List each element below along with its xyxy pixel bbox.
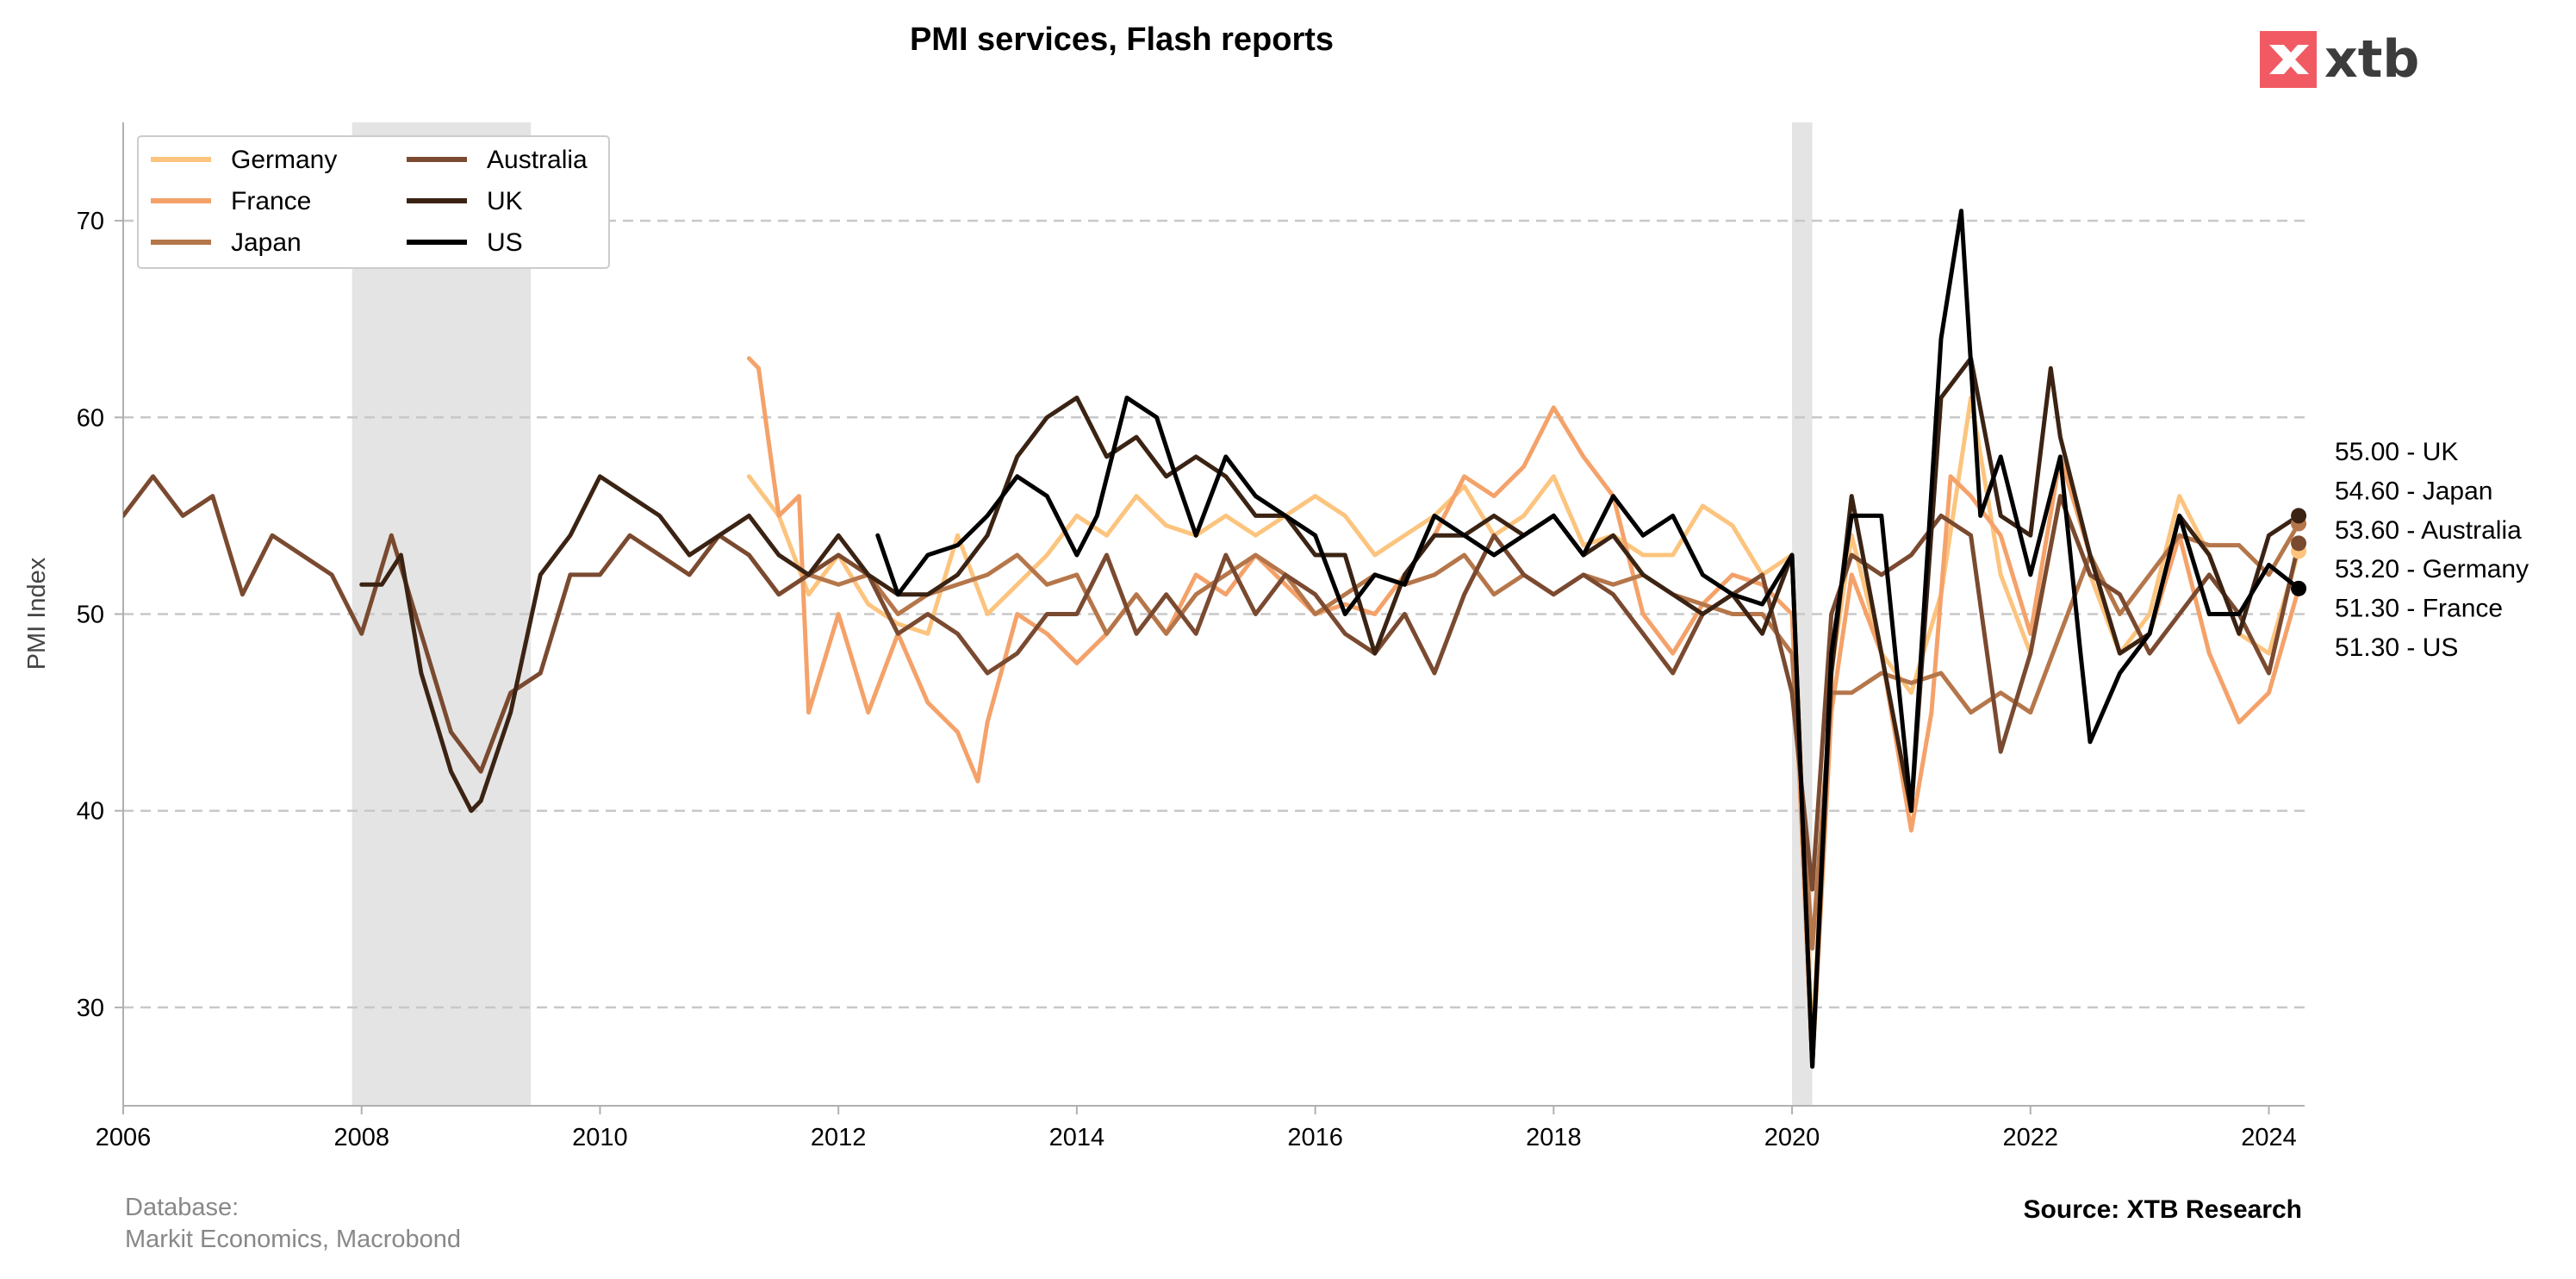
database-label: Database: [125, 1194, 239, 1221]
legend-label-france: France [231, 187, 311, 215]
end-label-3: 53.20 - Germany [2335, 555, 2529, 583]
y-tick-label-70: 70 [77, 208, 104, 235]
end-label-1: 54.60 - Japan [2335, 477, 2492, 505]
y-axis-ticks: 30 40 50 60 70 [77, 208, 123, 1022]
legend-label-germany: Germany [231, 146, 337, 174]
y-tick-label-60: 60 [77, 404, 104, 432]
xtb-logo-glyph [2269, 45, 2309, 74]
series-lines [123, 209, 2301, 1069]
x-tick-label-2024: 2024 [2241, 1124, 2297, 1151]
y-tick-label-30: 30 [77, 995, 104, 1022]
legend-label-australia: Australia [487, 146, 588, 174]
xtb-logo: xtb [2260, 29, 2419, 90]
series-line-france [746, 356, 2301, 1069]
x-tick-label-2012: 2012 [811, 1124, 867, 1151]
end-label-2: 53.60 - Australia [2335, 516, 2522, 545]
x-tick-label-2022: 2022 [2003, 1124, 2059, 1151]
series-end-dot-uk [2291, 508, 2307, 524]
legend-box [137, 135, 610, 269]
end-labels: 55.00 - UK 54.60 - Japan 53.60 - Australia… [2335, 438, 2529, 662]
end-label-4: 51.30 - France [2335, 595, 2503, 623]
y-tick-label-50: 50 [77, 602, 104, 629]
series-line-us [875, 209, 2301, 1069]
end-label-5: 51.30 - US [2335, 633, 2458, 662]
x-tick-label-2018: 2018 [1526, 1124, 1582, 1151]
xtb-logo-text: xtb [2324, 29, 2419, 90]
x-tick-label-2006: 2006 [96, 1124, 152, 1151]
end-label-0: 55.00 - UK [2335, 438, 2458, 466]
x-tick-label-2008: 2008 [333, 1124, 389, 1151]
x-tick-label-2014: 2014 [1049, 1124, 1105, 1151]
series-line-japan [746, 521, 2301, 951]
series-end-dot-us [2291, 580, 2307, 596]
legend-label-japan: Japan [231, 228, 302, 257]
x-tick-label-2016: 2016 [1287, 1124, 1343, 1151]
legend: Germany France Japan Australia UK US [137, 135, 610, 269]
x-tick-label-2010: 2010 [572, 1124, 628, 1151]
series-end-dots [2291, 508, 2307, 596]
x-tick-label-2020: 2020 [1764, 1124, 1820, 1151]
legend-label-uk: UK [487, 187, 523, 215]
database-source: Markit Economics, Macrobond [125, 1226, 461, 1253]
legend-label-us: US [487, 228, 523, 257]
x-axis-ticks: 2006 2008 2010 2012 2014 2016 2018 2020 2022 2024 [96, 1106, 2297, 1151]
y-axis-label: PMI Index [23, 557, 51, 670]
series-end-dot-australia [2291, 535, 2307, 552]
series-line-uk [359, 356, 2301, 1069]
chart-title: PMI services, Flash reports [910, 22, 1334, 58]
source-credit: Source: XTB Research [2024, 1195, 2302, 1224]
y-tick-label-40: 40 [77, 798, 104, 826]
